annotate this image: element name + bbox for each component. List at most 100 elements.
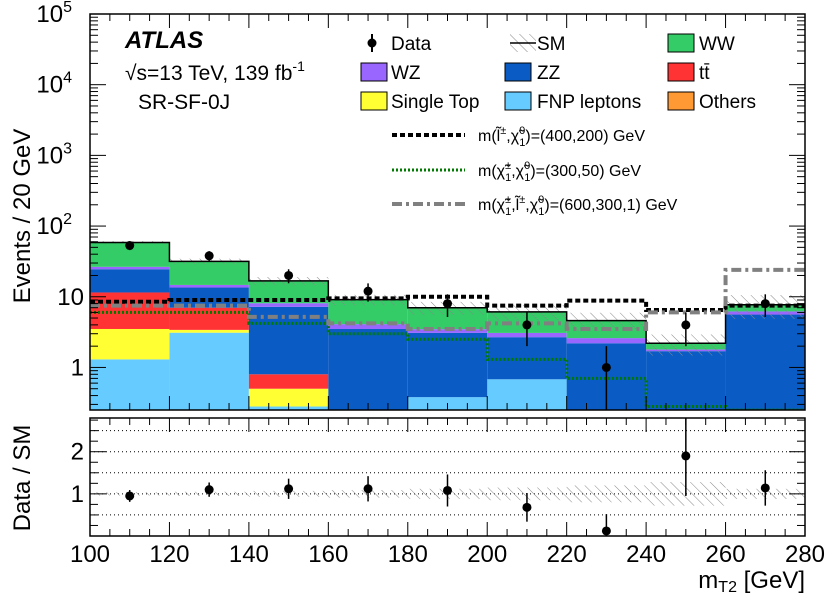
ratio-point — [681, 451, 691, 461]
legend-ttbar-swatch-icon — [667, 62, 695, 82]
stack-bar-wz-bin-2 — [248, 303, 329, 307]
stack-bar-wz-bin-1 — [169, 284, 249, 288]
main-y-tick-label: 104 — [36, 70, 72, 99]
main-y-tick-label: 105 — [36, 0, 72, 28]
legend-label-data: Data — [391, 34, 432, 55]
stack-bar-ww-bin-2 — [248, 281, 329, 304]
legend-entry-ww: WW — [667, 33, 735, 55]
x-tick-label: 280 — [785, 541, 825, 568]
data-point — [204, 251, 214, 261]
ratio-y-tick-label: 1 — [71, 481, 84, 508]
stack-bar-zz-bin-7 — [646, 351, 726, 410]
main-y-tick-label: 10 — [57, 284, 84, 311]
legend-label-ttbar: tt̄ — [699, 63, 710, 84]
ratio-point — [363, 484, 373, 494]
legend-entry-data: Data — [367, 34, 432, 55]
x-tick-label: 100 — [70, 541, 110, 568]
x-tick-label: 220 — [547, 541, 587, 568]
x-tick-label: 200 — [467, 541, 507, 568]
data-point — [681, 320, 691, 330]
legend-label-signal-3: m(χ̃± 1,l̃±,χ̃0 1)=(600,300,1) GeV — [478, 194, 678, 218]
main-y-tick-label: 102 — [36, 211, 72, 240]
signal-line-2 — [90, 310, 805, 410]
ratio-point — [522, 502, 532, 512]
legend-label-zz: ZZ — [537, 63, 561, 84]
ratio-plot-area — [90, 418, 805, 536]
stack-bar-ttbar-bin-1 — [169, 307, 249, 330]
data-point — [125, 241, 135, 251]
legend-label-sm: SM — [537, 34, 566, 55]
ratio-point — [443, 485, 452, 495]
signal-line-1 — [90, 294, 805, 312]
main-y-axis-label: Events / 20 GeV — [9, 129, 36, 304]
ratio-point — [204, 485, 214, 495]
data-point — [443, 299, 452, 309]
stack-bar-fnp-leptons-bin-1 — [169, 332, 249, 410]
x-tick-label: 180 — [388, 541, 428, 568]
x-tick-label: 260 — [706, 541, 746, 568]
ratio-panel-frame — [89, 417, 806, 537]
stack-bar-single-top-bin-1 — [169, 329, 249, 333]
stack-bar-wz-bin-6 — [566, 338, 647, 344]
atlas-label: ATLAS — [124, 27, 203, 54]
main-panel-frame — [89, 13, 806, 411]
legend-label-wz: WZ — [391, 63, 421, 84]
stack-bar-wz-bin-0 — [90, 266, 170, 270]
x-tick-label: 240 — [626, 541, 666, 568]
data-point — [284, 270, 294, 280]
legend-entry-others: Others — [667, 91, 756, 113]
legend-entry-fnp: FNP leptons — [504, 91, 641, 113]
legend-entry-sm: SM — [510, 34, 566, 55]
legend-label-fnp: FNP leptons — [537, 92, 641, 113]
legend-data-marker-icon — [367, 38, 377, 48]
stack-bar-zz-bin-4 — [407, 332, 488, 398]
data-point — [601, 362, 611, 372]
ratio-syst-band-bin-6 — [566, 485, 647, 503]
ratio-point — [125, 491, 135, 501]
data-point — [522, 320, 532, 330]
sm-uncertainty-band-bin-6 — [566, 312, 647, 332]
legend-others-swatch-icon — [667, 91, 695, 111]
legend-entry-zz: ZZ — [504, 62, 561, 84]
legend-single-top-swatch-icon — [360, 91, 388, 111]
stack-bar-zz-bin-1 — [169, 287, 249, 308]
stack-bar-single-top-bin-0 — [90, 328, 170, 360]
main-plot-area — [90, 241, 805, 410]
energy-luminosity-label: √s=13 TeV, 139 fb-1 — [125, 58, 305, 85]
signal-line-3 — [90, 267, 805, 331]
x-axis-label: mT2 [GeV] — [698, 567, 805, 596]
region-label: SR-SF-0J — [138, 91, 230, 114]
legend-entry-wz: WZ — [360, 62, 421, 84]
stack-bar-ww-bin-1 — [169, 261, 249, 285]
legend-entry-single-top: Single Top — [360, 91, 479, 113]
legend-label-others: Others — [699, 92, 756, 113]
stack-bar-ttbar-bin-0 — [90, 292, 170, 329]
legend-ww-swatch-icon — [667, 33, 695, 53]
x-tick-label: 120 — [149, 541, 189, 568]
ratio-point — [284, 484, 294, 494]
legend-label-single-top: Single Top — [391, 92, 479, 113]
legend-entry-signal-3: m(χ̃± 1,l̃±,χ̃0 1)=(600,300,1) GeV — [392, 194, 678, 218]
main-y-tick-label: 103 — [36, 140, 72, 169]
legend-wz-swatch-icon — [360, 62, 388, 82]
ratio-y-axis-label: Data / SM — [9, 425, 36, 532]
legend-fnp-swatch-icon — [504, 91, 532, 111]
stack-bar-wz-bin-3 — [328, 324, 408, 329]
legend-label-ww: WW — [699, 34, 735, 55]
x-tick-label: 140 — [229, 541, 269, 568]
ratio-point — [760, 483, 770, 493]
ratio-y-tick-label: 2 — [71, 439, 84, 466]
stack-bar-zz-bin-0 — [90, 269, 170, 293]
x-tick-label: 160 — [308, 541, 348, 568]
ratio-axes: 100 120 140 160 180 200 220 240 260 280 1 2 — [70, 418, 825, 568]
data-point — [760, 299, 770, 309]
stack-bar-ttbar-bin-2 — [248, 374, 329, 389]
data-point — [363, 286, 373, 296]
main-axes: 1 10 102 103 104 105 — [36, 0, 806, 410]
stack-bar-single-top-bin-2 — [248, 388, 329, 407]
main-y-tick-label: 1 — [71, 354, 84, 381]
legend-entry-ttbar: tt̄ — [667, 62, 710, 84]
stack-bar-zz-bin-3 — [328, 328, 408, 410]
stack-bar-zz-bin-8 — [725, 314, 805, 410]
